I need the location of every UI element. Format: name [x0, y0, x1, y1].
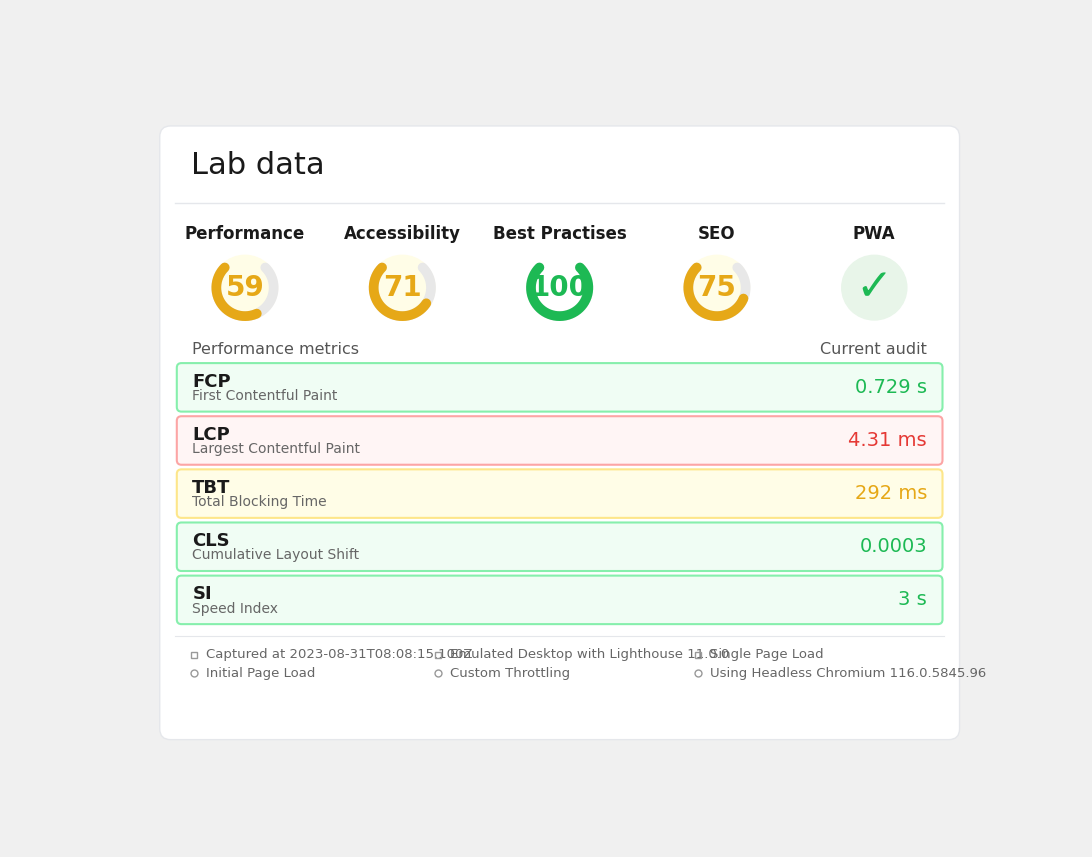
Text: 0.0003: 0.0003 — [859, 537, 927, 556]
Text: Custom Throttling: Custom Throttling — [450, 667, 570, 680]
Text: Total Blocking Time: Total Blocking Time — [192, 495, 327, 509]
Text: Best Practises: Best Practises — [492, 225, 627, 243]
Text: FCP: FCP — [192, 373, 230, 391]
FancyBboxPatch shape — [177, 417, 942, 464]
Text: Lab data: Lab data — [191, 152, 324, 181]
Text: ✓: ✓ — [856, 267, 893, 309]
Text: Speed Index: Speed Index — [192, 602, 278, 615]
Text: Performance: Performance — [185, 225, 305, 243]
Text: Initial Page Load: Initial Page Load — [206, 667, 316, 680]
Text: 71: 71 — [383, 273, 422, 302]
Text: 100: 100 — [531, 273, 589, 302]
Text: 0.729 s: 0.729 s — [855, 378, 927, 397]
Text: SI: SI — [192, 585, 212, 603]
Text: Accessibility: Accessibility — [344, 225, 461, 243]
FancyBboxPatch shape — [177, 576, 942, 624]
Text: Single Page Load: Single Page Load — [710, 649, 823, 662]
Circle shape — [213, 255, 277, 320]
Text: Current audit: Current audit — [820, 342, 927, 357]
Text: 4.31 ms: 4.31 ms — [848, 431, 927, 450]
Text: 75: 75 — [698, 273, 736, 302]
Text: Emulated Desktop with Lighthouse 11.0.0: Emulated Desktop with Lighthouse 11.0.0 — [450, 649, 729, 662]
FancyBboxPatch shape — [177, 523, 942, 571]
FancyBboxPatch shape — [177, 363, 942, 411]
Text: 59: 59 — [226, 273, 264, 302]
Text: TBT: TBT — [192, 479, 230, 497]
Text: Using Headless Chromium 116.0.5845.96: Using Headless Chromium 116.0.5845.96 — [710, 667, 986, 680]
Text: CLS: CLS — [192, 532, 230, 550]
FancyBboxPatch shape — [159, 126, 960, 740]
Circle shape — [685, 255, 749, 320]
Circle shape — [370, 255, 435, 320]
Text: LCP: LCP — [192, 426, 230, 444]
Text: 3 s: 3 s — [899, 590, 927, 609]
Text: Largest Contentful Paint: Largest Contentful Paint — [192, 442, 360, 456]
Circle shape — [842, 255, 906, 320]
Text: Cumulative Layout Shift: Cumulative Layout Shift — [192, 548, 359, 562]
Circle shape — [527, 255, 592, 320]
Text: Captured at 2023-08-31T08:08:15.100Z: Captured at 2023-08-31T08:08:15.100Z — [206, 649, 473, 662]
FancyBboxPatch shape — [177, 470, 942, 518]
Text: SEO: SEO — [698, 225, 736, 243]
Text: First Contentful Paint: First Contentful Paint — [192, 389, 337, 403]
Text: Performance metrics: Performance metrics — [192, 342, 359, 357]
Text: PWA: PWA — [853, 225, 895, 243]
Text: 292 ms: 292 ms — [855, 484, 927, 503]
